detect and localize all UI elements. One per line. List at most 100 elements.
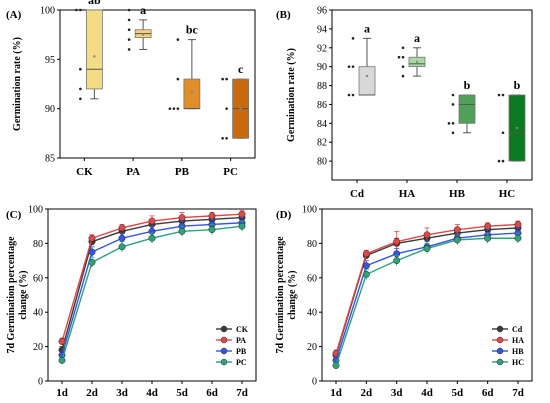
y-axis-label-line1: 7d Germination percentage [275, 236, 286, 354]
legend-marker [496, 325, 504, 333]
data-point [351, 37, 355, 40]
legend-label: PA [236, 336, 246, 345]
data-point-PA [58, 337, 66, 345]
data-point [168, 107, 172, 110]
y-tick-label: 86 [317, 100, 327, 111]
data-point-HC [453, 236, 461, 244]
box-panel-0: 85 90 95 100 (A) Germination rate (%) CK ab PA a P… [6, 0, 256, 178]
data-point-PC [148, 234, 156, 242]
y-tick-label: 100 [28, 205, 43, 216]
data-point-PA [178, 214, 186, 222]
data-point-PC [238, 222, 246, 230]
data-point [176, 38, 180, 41]
data-point [497, 159, 501, 163]
data-point-PC [208, 226, 216, 234]
y-tick-label: 0 [312, 377, 317, 388]
data-point-PA [88, 234, 96, 242]
y-tick-label: 84 [317, 119, 327, 130]
legend-label: Cd [512, 325, 523, 334]
x-tick-label: 3d [116, 387, 128, 399]
data-point-PA [148, 217, 156, 225]
y-tick-label: 85 [45, 154, 55, 165]
data-point [347, 93, 351, 97]
legend-marker [220, 325, 228, 333]
y-tick-label: 82 [317, 138, 327, 149]
mean-marker [141, 33, 145, 36]
data-point [401, 55, 405, 59]
y-tick-label: 60 [307, 273, 317, 284]
data-point-HB [362, 262, 370, 270]
significance-label: c [238, 62, 244, 76]
data-point-HA [393, 238, 401, 246]
box-Cd [358, 66, 376, 96]
data-point [127, 48, 131, 51]
data-point-PA [238, 210, 246, 218]
x-tick-label: PA [126, 166, 140, 178]
x-tick-label: 5d [176, 387, 188, 399]
y-axis-label: Germination rate (%) [286, 48, 297, 142]
x-tick-label: PB [175, 166, 190, 178]
plot-frame [59, 9, 256, 159]
x-tick-label: 6d [206, 387, 218, 399]
data-point-HA [514, 221, 522, 228]
data-point-HC [423, 245, 431, 253]
x-tick-label: HB [449, 188, 466, 200]
y-tick-label: 90 [317, 62, 327, 73]
legend-marker [496, 347, 504, 355]
x-tick-label: 7d [512, 387, 524, 399]
data-point [176, 77, 180, 81]
data-point [127, 8, 131, 12]
data-point [401, 46, 405, 50]
mean-marker [365, 74, 369, 78]
data-point [451, 131, 455, 135]
data-point-HA [484, 222, 492, 230]
panel-label: (B) [276, 9, 291, 21]
data-point-HA [423, 231, 431, 239]
legend-label: HB [512, 347, 524, 356]
significance-label: a [140, 3, 146, 17]
mean-marker [190, 90, 194, 94]
data-point [351, 65, 355, 68]
data-point [447, 122, 451, 125]
data-point [397, 55, 401, 59]
significance-label: b [464, 78, 471, 92]
significance-label: b [514, 78, 521, 92]
data-point [127, 38, 131, 41]
x-tick-label: 3d [391, 387, 403, 399]
y-tick-label: 40 [307, 308, 317, 319]
legend-marker [220, 347, 228, 355]
mean-marker [465, 107, 469, 111]
x-tick-label: 2d [86, 387, 98, 399]
x-tick-label: 5d [452, 387, 464, 399]
data-point [501, 93, 505, 97]
data-point-PA [208, 212, 216, 220]
legend-marker [220, 336, 228, 344]
line-panel-3: 0 20 40 60 80 100 (D) 7d Germination percentage… [275, 205, 533, 399]
data-point [347, 65, 351, 68]
y-tick-label: 60 [33, 273, 43, 284]
y-tick-label: 80 [317, 157, 327, 168]
box-CK [85, 9, 103, 90]
series-line-HC [335, 237, 518, 366]
y-tick-label: 20 [307, 342, 317, 353]
data-point-HC [514, 234, 522, 242]
data-point [501, 131, 505, 135]
legend-marker [496, 358, 504, 366]
legend-marker [220, 358, 228, 366]
data-point [79, 67, 82, 71]
data-point-PC [178, 227, 186, 235]
y-tick-label: 80 [307, 239, 317, 250]
mean-marker [515, 126, 519, 130]
box-panel-1: 80 82 84 86 88 90 92 94 96 (B) Germination rate (%… [276, 6, 533, 200]
legend-label: PB [236, 347, 247, 356]
y-axis-label: Germination rate (%) [12, 37, 23, 131]
data-point [451, 122, 455, 125]
legend-label: HC [512, 358, 524, 367]
significance-label: a [414, 31, 420, 45]
x-tick-label: PC [223, 166, 238, 178]
y-tick-label: 80 [33, 239, 43, 250]
data-point-PC [88, 258, 96, 266]
y-tick-label: 95 [45, 55, 55, 66]
data-point [225, 77, 228, 81]
